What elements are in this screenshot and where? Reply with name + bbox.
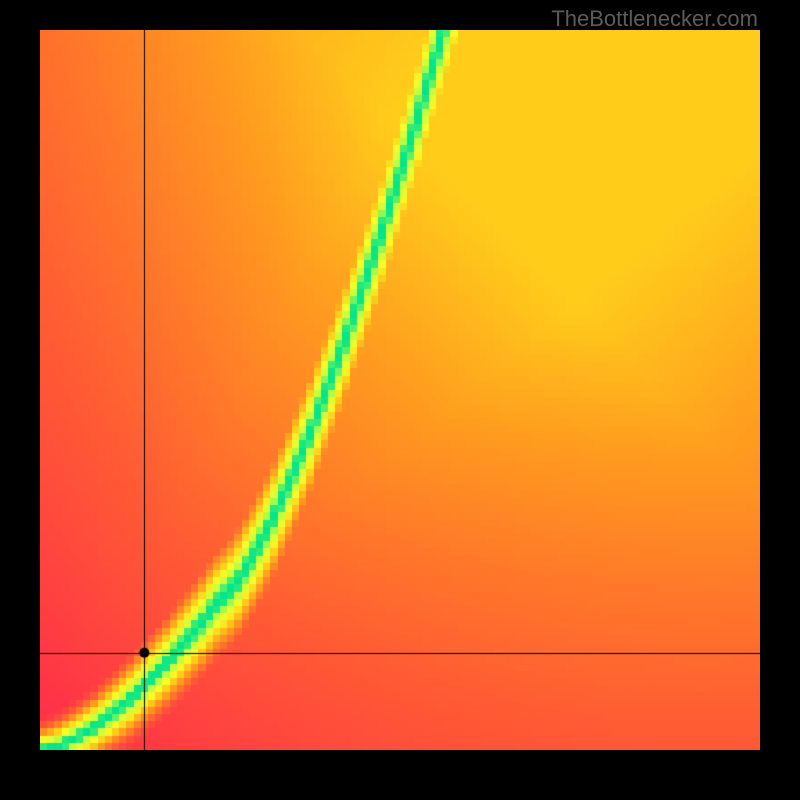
chart-container: TheBottlenecker.com — [0, 0, 800, 800]
heatmap-plot — [40, 30, 760, 750]
heatmap-canvas — [40, 30, 760, 750]
watermark-text: TheBottlenecker.com — [551, 6, 758, 32]
